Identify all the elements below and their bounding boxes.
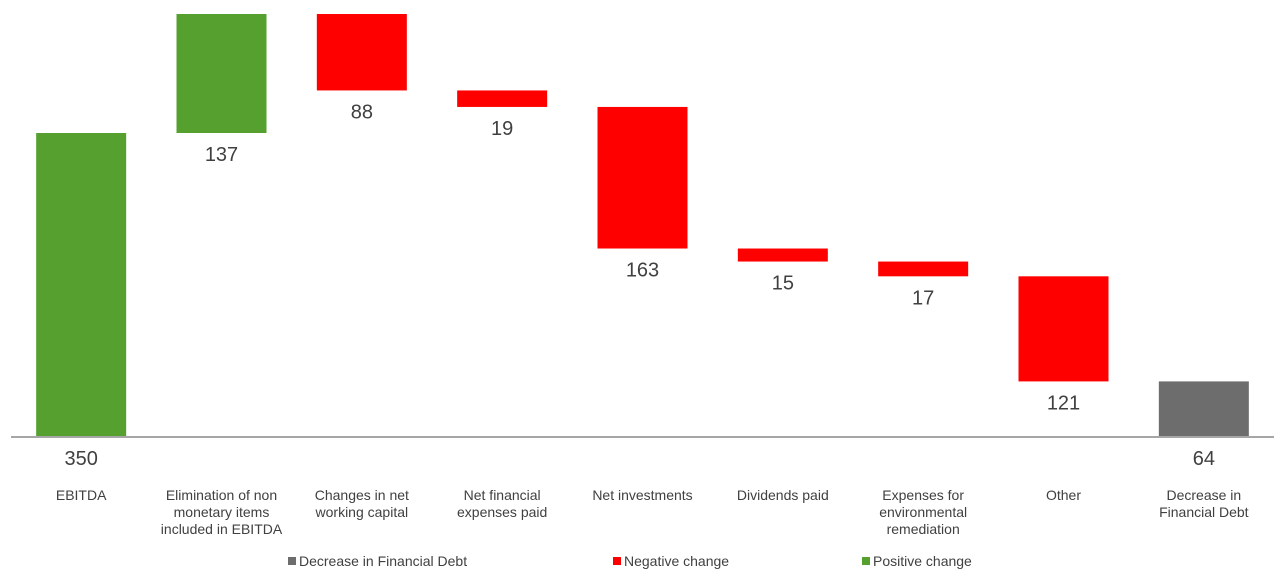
bar xyxy=(457,90,548,107)
data-label: 19 xyxy=(491,118,513,140)
legend-swatch xyxy=(862,557,870,565)
legend-swatch xyxy=(613,557,621,565)
bar xyxy=(1158,381,1249,437)
data-label: 121 xyxy=(1047,392,1080,414)
x-tick-label: Decrease in Financial Debt xyxy=(1159,487,1249,520)
x-tick-label: Changes in net working capital xyxy=(314,487,409,520)
x-tick-label: EBITDA xyxy=(55,487,107,503)
data-label: 15 xyxy=(772,273,794,295)
x-tick-label: Net financial expenses paid xyxy=(457,487,548,520)
legend-item: Negative change xyxy=(613,553,729,569)
bar xyxy=(878,261,969,277)
legend-label: Decrease in Financial Debt xyxy=(299,553,468,569)
bar xyxy=(1018,276,1109,382)
legend-swatch xyxy=(288,557,296,565)
legend-item: Positive change xyxy=(862,553,972,569)
legend-label: Positive change xyxy=(873,553,972,569)
data-label: 17 xyxy=(912,287,934,309)
bar xyxy=(316,14,407,91)
legend-label: Negative change xyxy=(624,553,730,569)
bar xyxy=(597,106,688,249)
data-label: 350 xyxy=(64,448,97,470)
x-tick-label: Other xyxy=(1045,487,1081,503)
x-tick-label: Elimination of non monetary items includ… xyxy=(160,487,283,537)
data-label: 64 xyxy=(1193,448,1215,470)
x-tick-label: Net investments xyxy=(592,487,693,503)
data-label: 137 xyxy=(205,144,238,166)
x-tick-label: Dividends paid xyxy=(736,487,829,503)
bar xyxy=(36,133,127,437)
data-label: 88 xyxy=(351,101,373,123)
x-tick-label: Expenses for environmental remediation xyxy=(879,487,968,537)
bar xyxy=(176,14,267,133)
bar xyxy=(737,248,828,262)
data-label: 163 xyxy=(626,260,659,282)
legend-item: Decrease in Financial Debt xyxy=(288,553,467,569)
